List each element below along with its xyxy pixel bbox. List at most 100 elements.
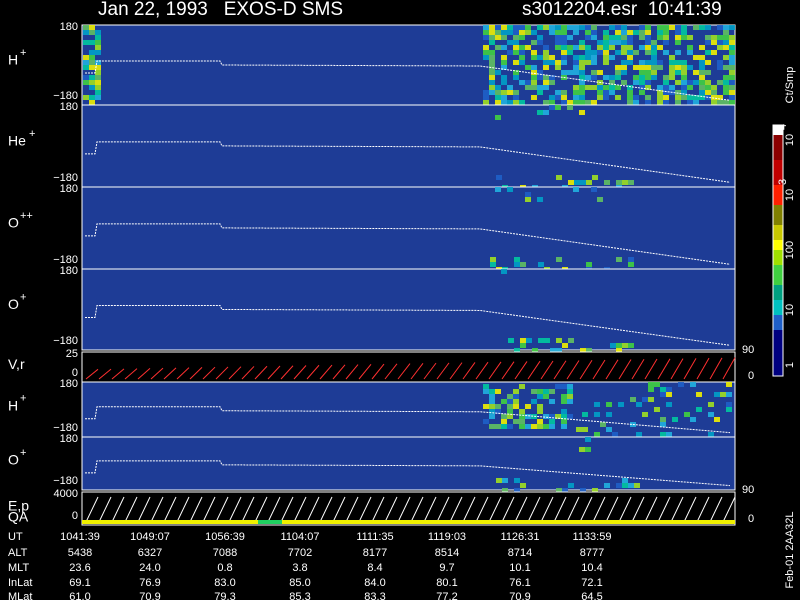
- spectrogram-cell: [549, 399, 555, 404]
- spectrogram-cell: [616, 483, 622, 488]
- spectrogram-cell: [723, 75, 729, 80]
- colorbar-label: 10: [784, 189, 796, 201]
- spectrogram-cell: [585, 25, 591, 30]
- spectrogram-cell: [648, 382, 654, 387]
- sawtooth: [293, 496, 307, 523]
- spectrogram-cell: [580, 488, 586, 493]
- spectrogram-cell: [561, 70, 567, 75]
- spectrogram-cell: [567, 384, 573, 389]
- spectrogram-cell: [627, 50, 633, 55]
- spectrogram-cell: [717, 100, 723, 105]
- spectrogram-cell: [651, 70, 657, 75]
- spectrogram-cell: [663, 75, 669, 80]
- spectrogram-cell: [501, 419, 507, 424]
- spectrogram-cell: [483, 100, 489, 105]
- colorbar-unit: Ct/Smp: [784, 67, 796, 104]
- spectrogram-cell: [95, 90, 101, 95]
- spectrogram-cell: [627, 45, 633, 50]
- spectrogram-cell: [555, 95, 561, 100]
- spectrogram-cell: [89, 50, 95, 55]
- spectrogram-cell: [628, 343, 634, 348]
- spectrogram-cell: [645, 50, 651, 55]
- spectrogram-cell: [501, 30, 507, 35]
- spectrogram-cell: [520, 483, 526, 488]
- spectrogram-cell: [645, 65, 651, 70]
- spectrogram-cell: [531, 50, 537, 55]
- spectrogram-cell: [531, 75, 537, 80]
- colorbar-segment: [773, 125, 783, 135]
- spectrogram-cell: [95, 35, 101, 40]
- cell: 10.4: [581, 562, 602, 574]
- spectrogram-cell: [561, 424, 567, 429]
- spectrogram-cell: [513, 394, 519, 399]
- spectrogram-cell: [544, 338, 550, 343]
- spectrogram-cell: [513, 50, 519, 55]
- spectrogram-cell: [579, 45, 585, 50]
- spectrogram-cell: [705, 50, 711, 55]
- spectrogram-cell: [543, 50, 549, 55]
- sawtooth: [241, 496, 255, 523]
- spectrogram-cell: [681, 90, 687, 95]
- spectrogram-cell: [490, 257, 496, 262]
- spectrogram-cell: [609, 80, 615, 85]
- spectrogram-cell: [616, 343, 622, 348]
- spectrogram-cell: [604, 483, 610, 488]
- sawtooth: [293, 365, 307, 380]
- qa-bar: [82, 520, 735, 524]
- spectrogram-cell: [621, 25, 627, 30]
- spectrogram-cell: [573, 55, 579, 60]
- spectrogram-cell: [627, 100, 633, 105]
- spectrogram-cell: [606, 427, 612, 432]
- spectrogram-cell: [501, 100, 507, 105]
- spectrogram-cell: [567, 50, 573, 55]
- spectrogram-cell: [549, 419, 555, 424]
- sawtooth: [644, 496, 658, 523]
- spectrogram-cell: [711, 40, 717, 45]
- spectrogram-cell: [568, 483, 574, 488]
- sawtooth: [514, 496, 528, 523]
- spectrogram-cell: [648, 387, 654, 392]
- sawtooth: [514, 361, 528, 380]
- spectrogram-cell: [549, 95, 555, 100]
- sawtooth: [124, 496, 138, 523]
- spectrogram-cell: [501, 424, 507, 429]
- panel-frame: [81, 351, 736, 383]
- spectrogram-cell: [555, 40, 561, 45]
- panel-name: He: [8, 133, 26, 149]
- spectrogram-cell: [654, 382, 660, 387]
- spectrogram-cell: [501, 414, 507, 419]
- spectrogram-cell: [513, 60, 519, 65]
- panel-name: H: [8, 52, 18, 68]
- spectrogram-cell: [672, 417, 678, 422]
- spectrogram-cell: [561, 60, 567, 65]
- spectrogram-cell: [681, 30, 687, 35]
- spectrogram-cell: [549, 60, 555, 65]
- spectrogram-cell: [627, 90, 633, 95]
- y-bottom-label: 0: [72, 367, 78, 379]
- spectrogram-cell: [675, 95, 681, 100]
- cell: 7088: [213, 547, 237, 559]
- spectrogram-cell: [495, 409, 501, 414]
- cell: 23.6: [69, 562, 90, 574]
- y-bottom-label: −180: [53, 254, 78, 266]
- spectrogram-cell: [582, 427, 588, 432]
- sawtooth: [553, 496, 567, 523]
- spectrogram-cell: [636, 432, 642, 437]
- spectrogram-cell: [660, 387, 666, 392]
- sawtooth: [280, 365, 294, 380]
- spectrogram-cell: [543, 65, 549, 70]
- spectrogram-cell: [550, 348, 556, 353]
- spectrogram-cell: [555, 30, 561, 35]
- spectrogram-cell: [501, 75, 507, 80]
- spectrogram-cell: [489, 424, 495, 429]
- trace: [85, 141, 731, 183]
- spectrogram-cell: [556, 348, 562, 353]
- cell: 1041:39: [60, 531, 100, 543]
- spectrogram-cell: [669, 55, 675, 60]
- sawtooth: [657, 496, 671, 523]
- spectrogram-cell: [585, 50, 591, 55]
- spectrogram-cell: [616, 180, 622, 185]
- spectrogram-cell: [585, 45, 591, 50]
- spectrogram-cell: [561, 399, 567, 404]
- spectrogram-cell: [633, 65, 639, 70]
